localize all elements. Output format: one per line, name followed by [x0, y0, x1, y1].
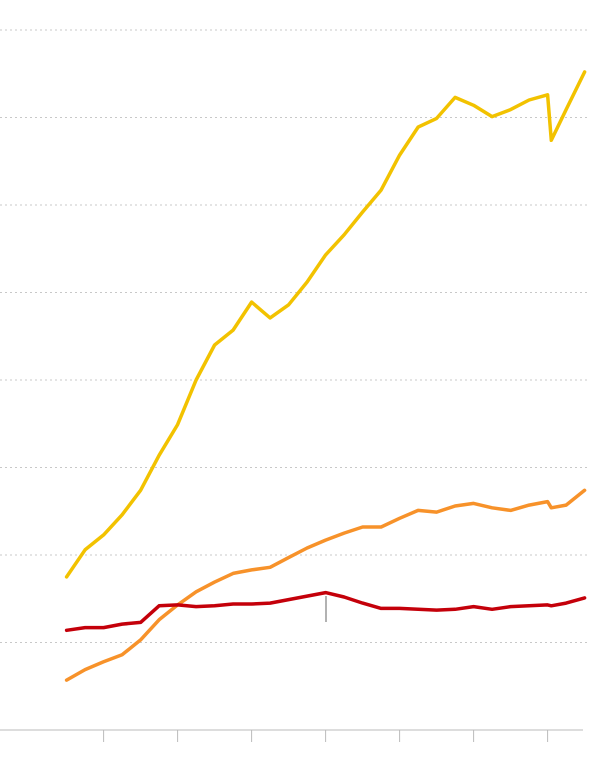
data-line	[64, 488, 587, 682]
data-line	[64, 70, 587, 579]
data-line	[64, 590, 587, 633]
